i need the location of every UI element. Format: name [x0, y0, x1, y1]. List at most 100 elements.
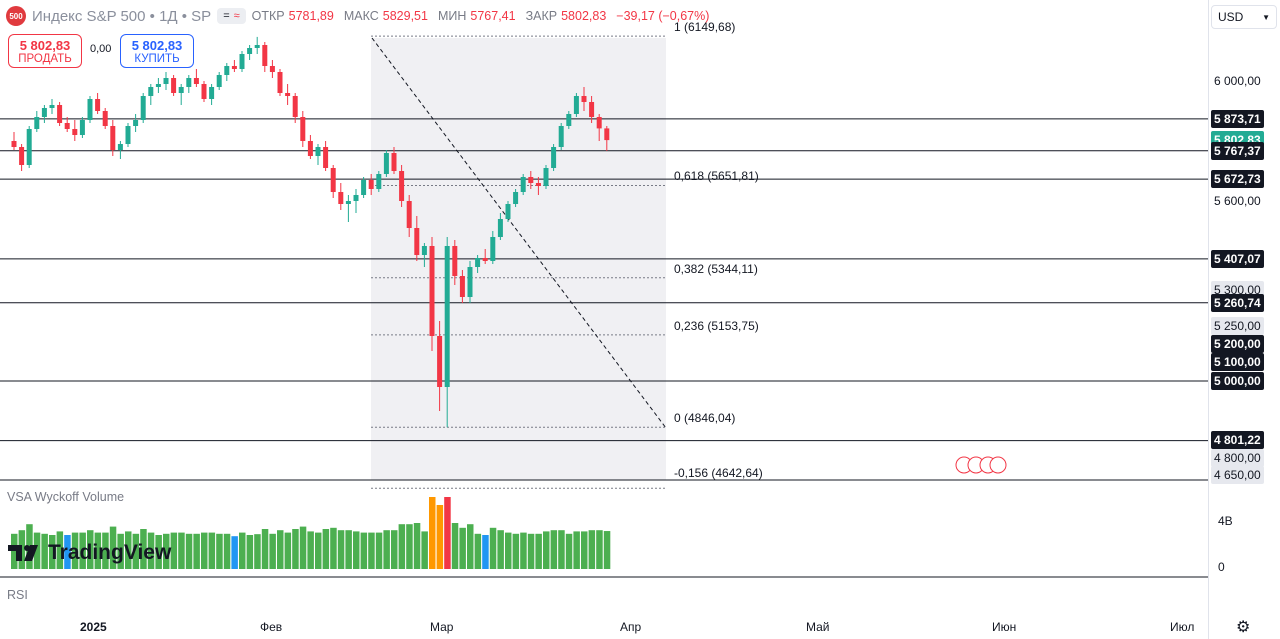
candle-body[interactable] [224, 66, 230, 75]
candle-body[interactable] [163, 78, 169, 84]
settings-gear-icon[interactable]: ⚙ [1236, 619, 1251, 636]
candle-body[interactable] [186, 78, 192, 87]
candle-body[interactable] [277, 72, 283, 93]
candle-body[interactable] [589, 102, 595, 117]
candle-body[interactable] [95, 99, 101, 111]
price-chart[interactable] [0, 0, 1208, 639]
rsi-indicator-title[interactable]: RSI [7, 588, 28, 602]
candle-body[interactable] [452, 246, 458, 276]
symbol-title[interactable]: Индекс S&P 500 • 1Д • SP [32, 7, 212, 25]
candle-body[interactable] [140, 96, 146, 120]
candle-body[interactable] [383, 153, 389, 174]
candle-body[interactable] [26, 129, 32, 165]
candle-body[interactable] [467, 267, 473, 297]
candle-body[interactable] [490, 237, 496, 261]
volume-bar [436, 505, 444, 569]
candle-body[interactable] [231, 66, 237, 69]
candle-body[interactable] [49, 105, 55, 108]
candle-body[interactable] [209, 87, 215, 99]
earnings-flag-icon[interactable] [989, 456, 1007, 474]
volume-bar [185, 533, 193, 569]
candle-body[interactable] [300, 117, 306, 141]
candle-body[interactable] [566, 114, 572, 126]
candle-body[interactable] [368, 180, 374, 189]
candle-body[interactable] [399, 171, 405, 201]
candle-body[interactable] [520, 177, 526, 192]
candle-body[interactable] [315, 147, 321, 156]
candle-body[interactable] [551, 147, 557, 168]
buy-button[interactable]: 5 802,83 КУПИТЬ [120, 34, 194, 68]
high-label: МАКС [343, 9, 379, 23]
candle-body[interactable] [34, 117, 40, 129]
candle-body[interactable] [292, 96, 298, 117]
candle-body[interactable] [269, 66, 275, 72]
candle-body[interactable] [41, 108, 47, 117]
price-scale[interactable]: 6 000,00 5 600,00 5 873,71 5 802,83 5 767,37… [1208, 0, 1280, 639]
candle-body[interactable] [361, 180, 367, 195]
candle-body[interactable] [148, 87, 154, 96]
candle-body[interactable] [178, 87, 184, 93]
candle-body[interactable] [376, 174, 382, 189]
candle-body[interactable] [391, 153, 397, 171]
candle-body[interactable] [133, 120, 139, 126]
candle-body[interactable] [505, 204, 511, 219]
candle-body[interactable] [19, 147, 25, 165]
volume-bar [459, 527, 466, 569]
candle-body[interactable] [558, 126, 564, 147]
candle-body[interactable] [87, 99, 93, 120]
candle-body[interactable] [79, 120, 85, 135]
candle-body[interactable] [323, 147, 329, 168]
candle-body[interactable] [110, 126, 116, 150]
candle-body[interactable] [57, 105, 63, 123]
candle-body[interactable] [353, 195, 359, 201]
candle-body[interactable] [604, 128, 610, 141]
candle-body[interactable] [125, 126, 131, 144]
candle-body[interactable] [475, 258, 481, 267]
candle-body[interactable] [285, 93, 291, 96]
candle-body[interactable] [216, 75, 222, 87]
candle-body[interactable] [459, 276, 465, 297]
candle-body[interactable] [102, 111, 108, 126]
candle-body[interactable] [171, 78, 177, 93]
volume-indicator-title[interactable]: VSA Wyckoff Volume [7, 490, 125, 504]
sell-button[interactable]: 5 802,83 ПРОДАТЬ [8, 34, 82, 68]
volume-bar [201, 532, 208, 569]
candle-body[interactable] [155, 84, 161, 87]
header-pill[interactable]: = ≈ [217, 8, 246, 24]
candle-body[interactable] [543, 168, 549, 186]
candle-body[interactable] [482, 258, 488, 261]
candle-body[interactable] [193, 78, 199, 84]
candle-body[interactable] [307, 141, 313, 156]
candle-body[interactable] [497, 219, 503, 237]
candle-body[interactable] [254, 45, 260, 48]
candle-body[interactable] [330, 168, 336, 192]
currency-select[interactable]: USD ▼ [1211, 5, 1277, 29]
candle-body[interactable] [338, 192, 344, 204]
candle-body[interactable] [262, 45, 268, 66]
candle-body[interactable] [437, 336, 443, 387]
candle-body[interactable] [444, 246, 450, 387]
candle-body[interactable] [201, 84, 207, 99]
volume-bar [117, 533, 124, 569]
candle-body[interactable] [596, 117, 602, 129]
volume-bar [527, 533, 535, 569]
candle-body[interactable] [421, 246, 427, 255]
candle-body[interactable] [429, 246, 435, 336]
candle-body[interactable] [72, 129, 78, 135]
candle-body[interactable] [117, 144, 123, 150]
candle-body[interactable] [11, 141, 17, 147]
candle-body[interactable] [535, 183, 541, 186]
candle-body[interactable] [406, 201, 412, 228]
candle-body[interactable] [345, 201, 351, 204]
candle-body[interactable] [528, 177, 534, 183]
symbol-badge[interactable]: 500 [6, 6, 26, 26]
candle-body[interactable] [573, 96, 579, 114]
chevron-down-icon: ▼ [1262, 12, 1270, 22]
tradingview-logo[interactable]: TradingView [8, 541, 171, 565]
candle-body[interactable] [239, 54, 245, 69]
candle-body[interactable] [581, 96, 587, 102]
candle-body[interactable] [247, 48, 253, 54]
candle-body[interactable] [64, 123, 70, 129]
candle-body[interactable] [414, 228, 420, 255]
candle-body[interactable] [513, 192, 519, 204]
